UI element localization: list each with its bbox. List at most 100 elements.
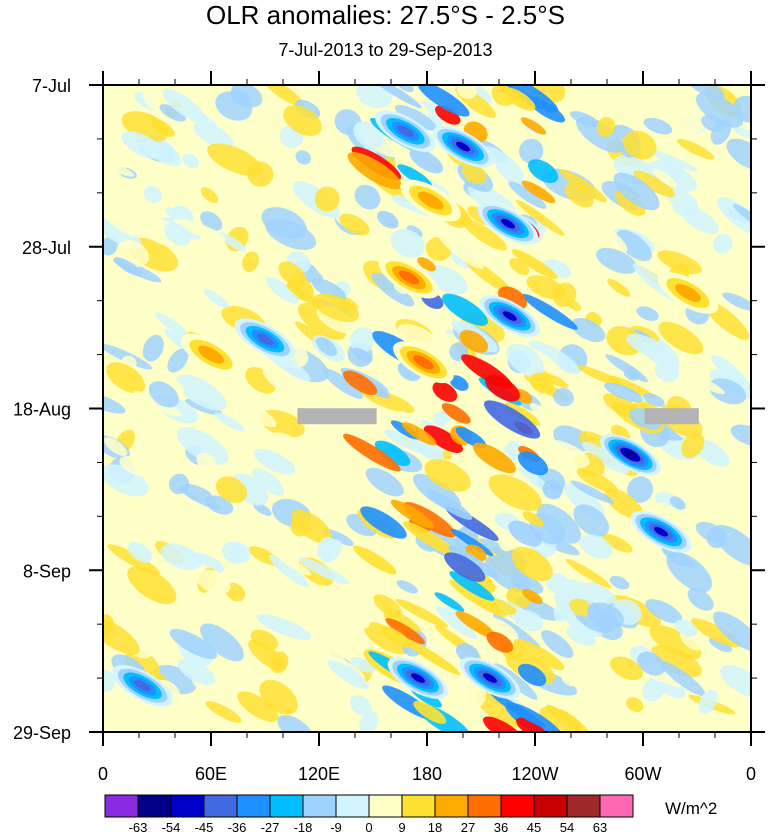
field-patch [545,573,572,596]
field-patch [148,381,179,408]
field-patch [167,348,189,373]
missing-data-bar [297,408,377,425]
field-streak [522,511,544,527]
field-patch [311,278,346,301]
field-patch [615,189,646,216]
field-patch [177,658,216,686]
field-patch [465,687,487,710]
colorbar-level-label: -18 [294,820,313,834]
x-tick-label: 120E [298,764,340,784]
field-patch [259,679,298,715]
field-patch [712,611,751,652]
field-streak [501,85,559,113]
field-patch [200,187,219,203]
field-patch [566,625,597,646]
field-patch [456,85,478,99]
field-streak [424,488,473,520]
field-patch [350,656,376,673]
field-patch [666,551,713,593]
x-tick-label: 60E [195,764,227,784]
field-patch [103,203,136,237]
field-patch [229,396,277,428]
field-patch [605,354,648,383]
field-patch [695,550,735,573]
colorbar-level-label: 45 [527,820,541,834]
colorbar-level-label: 54 [560,820,574,834]
field-patch [424,459,471,492]
field-patch [636,306,659,321]
field-patch [539,439,590,469]
colorbar-swatch [467,794,502,818]
field-patch [269,651,289,674]
field-patch [569,111,600,127]
field-patch [242,251,259,273]
field-patch [509,258,530,276]
field-patch [510,574,544,595]
field-patch [669,496,686,510]
field-patch [230,88,251,106]
x-tick-label: 120W [511,764,558,784]
chart-subtitle: 7-Jul-2013 to 29-Sep-2013 [278,40,493,60]
field-patch [732,203,751,228]
field-streak [351,347,373,363]
field-patch [246,161,274,187]
field-patch [609,575,630,590]
field-streak [502,87,536,111]
field-patch [569,598,592,617]
field-patch [688,375,725,395]
field-patch [397,324,437,346]
field-patch [606,326,643,356]
field-streak [527,159,559,184]
y-tick-label: 28-Jul [22,238,71,258]
field-patch [103,158,135,177]
field-patch [596,247,638,274]
field-patch [262,367,310,402]
field-patch [176,427,229,465]
field-patch [196,569,231,595]
field-patch [193,121,234,150]
field-patch [698,689,718,715]
field-patch [354,184,381,210]
field-patch [529,403,560,427]
field-patch [602,534,633,553]
negative-anomaly-core [654,526,668,537]
field-patch [681,432,705,459]
field-patch [722,292,751,312]
field-streak [485,374,520,402]
field-patch [695,92,744,128]
field-streak [459,330,489,353]
field-patch [506,343,545,377]
field-streak [450,528,494,557]
colorbar-swatch [500,794,535,818]
field-streak [449,375,469,391]
negative-anomaly-core [502,311,517,321]
field-patch [542,557,592,584]
field-patch [713,233,733,254]
field-patch [121,131,163,159]
field-streak [432,381,458,402]
field-patch [708,378,747,405]
field-patch [638,580,691,613]
field-patch [545,704,590,732]
field-patch [205,701,242,723]
colorbar-swatch [434,794,469,818]
field-patch [340,603,372,631]
field-patch [349,694,372,716]
field-streak [508,520,542,547]
field-patch [327,660,369,690]
field-patch [203,289,229,309]
field-patch [497,114,515,130]
field-patch [312,293,360,322]
field-patch [708,637,733,653]
field-patch [674,619,698,637]
colorbar-level-label: 36 [494,820,508,834]
field-streak [517,451,549,476]
field-patch [277,553,312,576]
field-patch [519,138,544,164]
field-patch [566,299,582,311]
field-patch [657,250,702,275]
field-patch [221,337,255,363]
colorbar-swatch [236,794,271,818]
field-patch [543,128,563,144]
field-patch [643,393,665,407]
